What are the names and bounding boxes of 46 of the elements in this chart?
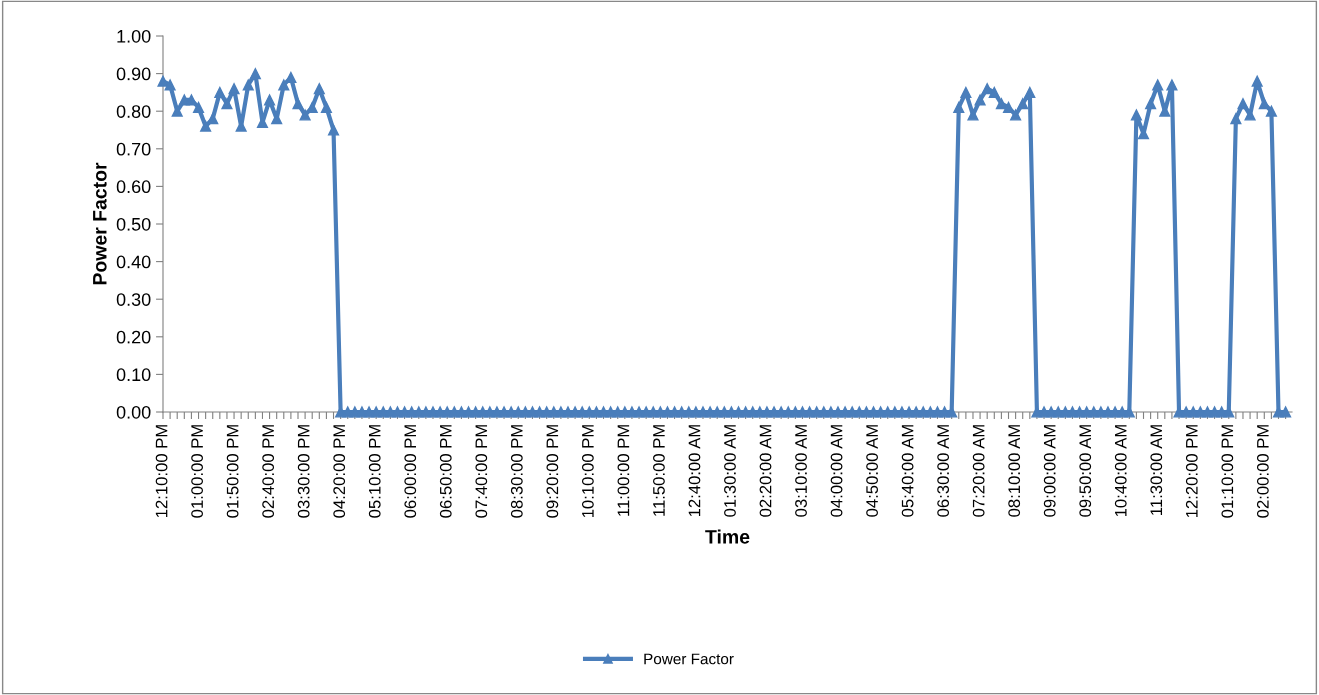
x-tick-label: 11:00:00 PM — [617, 425, 630, 516]
x-tick-label: 09:00:00 AM — [1043, 425, 1056, 517]
y-tick-label: 0.90 — [116, 67, 151, 81]
x-tick-label: 08:30:00 PM — [510, 425, 523, 518]
y-tick-label: 0.20 — [116, 330, 151, 344]
x-tick-label: 11:30:00 AM — [1150, 425, 1163, 515]
x-tick-label: 07:20:00 AM — [972, 425, 985, 517]
x-tick-label: 06:50:00 PM — [439, 425, 452, 518]
x-tick-label: 03:10:00 AM — [795, 425, 807, 517]
y-tick-label: 0.70 — [116, 142, 151, 156]
x-tick-label: 12:40:00 AM — [688, 425, 701, 517]
x-tick-label: 12:10:00 PM — [155, 425, 168, 518]
x-tick-label: 06:00:00 PM — [404, 425, 417, 518]
x-tick-label: 02:00:00 PM — [1256, 425, 1269, 518]
x-tick-label: 07:40:00 PM — [475, 425, 488, 518]
x-tick-label: 01:30:00 AM — [724, 425, 736, 517]
y-tick-label: 0.80 — [116, 105, 151, 118]
x-tick-label: 04:50:00 AM — [866, 425, 878, 517]
x-tick-label: 08:10:00 AM — [1008, 425, 1021, 517]
x-tick-label: 03:30:00 PM — [297, 425, 310, 518]
x-tick-label: 04:20:00 PM — [333, 425, 346, 518]
x-tick-label: 09:50:00 AM — [1079, 425, 1092, 517]
y-axis-title: Power Factor — [93, 162, 107, 285]
x-tick-label: 10:40:00 AM — [1114, 425, 1127, 517]
x-tick-label: 02:20:00 AM — [759, 425, 772, 517]
x-tick-label: 02:40:00 PM — [262, 425, 275, 518]
y-tick-label: 0.60 — [116, 180, 151, 194]
x-tick-label: 09:20:00 PM — [546, 425, 559, 518]
x-axis-title: Time — [705, 529, 750, 544]
x-tick-label: 11:50:00 PM — [653, 425, 665, 516]
y-tick-label: 1.00 — [117, 29, 151, 43]
x-tick-label: 12:20:00 PM — [1185, 425, 1198, 518]
x-tick-label: 06:30:00 AM — [937, 425, 950, 517]
x-tick-label: 05:40:00 AM — [901, 425, 914, 517]
x-tick-label: 05:10:00 PM — [368, 425, 381, 518]
x-tick-label: 04:00:00 AM — [830, 425, 843, 517]
legend-label: Power Factor — [644, 653, 734, 665]
y-tick-label: 0.40 — [116, 255, 151, 269]
x-tick-label: 01:10:00 PM — [1221, 425, 1234, 518]
y-tick-label: 0.50 — [116, 217, 151, 231]
y-tick-label: 0.00 — [116, 405, 151, 419]
x-tick-label: 01:00:00 PM — [191, 425, 203, 518]
y-tick-label: 0.10 — [116, 368, 151, 382]
x-tick-label: 01:50:00 PM — [226, 425, 239, 518]
y-tick-label: 0.30 — [116, 293, 151, 306]
x-tick-label: 10:10:00 PM — [581, 425, 594, 518]
